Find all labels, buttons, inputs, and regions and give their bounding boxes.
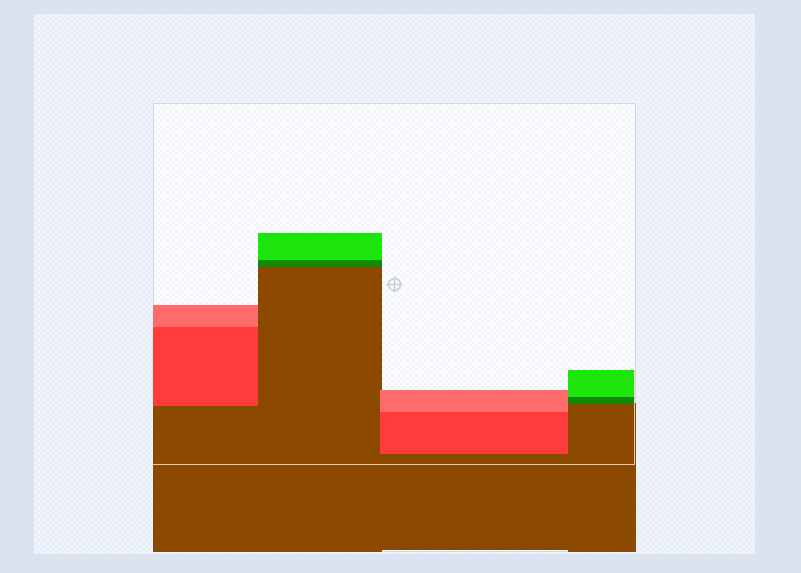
grass-shade-left (258, 259, 382, 267)
dirt-pillar-left (258, 266, 382, 552)
dirt-pillar-right (568, 403, 636, 552)
hazard-block-left-highlight (153, 305, 258, 327)
hazard-block-center-highlight (380, 390, 570, 412)
grass-shade-right (568, 396, 634, 404)
grass-cap-left (258, 233, 382, 260)
crosshair-icon (386, 276, 403, 293)
grass-cap-right (568, 370, 634, 397)
dirt-block-left-lower (153, 406, 258, 552)
right-guide-line (634, 370, 635, 464)
ground-guide-line (153, 464, 635, 465)
dirt-block-center-lower (380, 454, 570, 550)
